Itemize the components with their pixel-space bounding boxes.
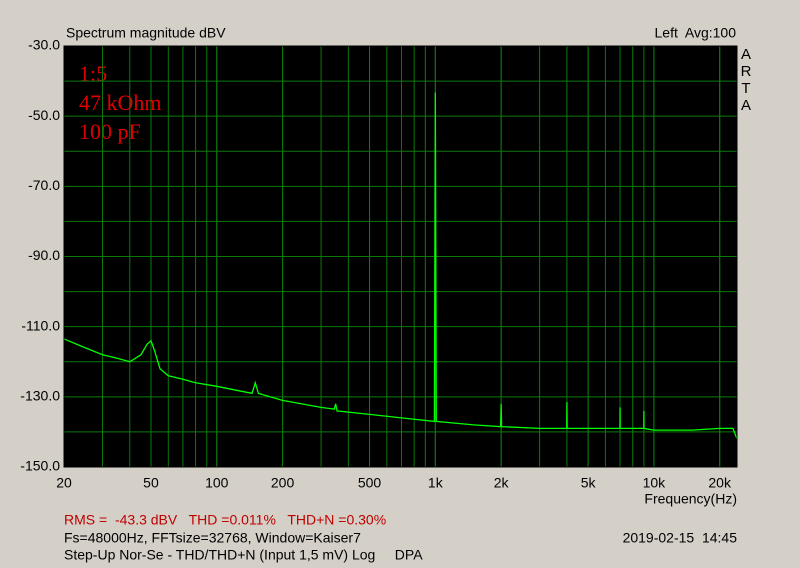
x-tick-label: 1k — [428, 475, 444, 491]
annotation: 100 pF — [79, 119, 141, 144]
spectrum-line — [63, 92, 738, 440]
x-tick-label: 5k — [581, 475, 597, 491]
x-axis-label: Frequency(Hz) — [644, 491, 737, 507]
x-tick-label: 20 — [56, 475, 72, 491]
brand: ARTA — [740, 46, 752, 114]
x-tick-label: 200 — [271, 475, 295, 491]
y-tick-label: -110.0 — [21, 317, 60, 333]
description: Step-Up Nor-Se - THD/THD+N (Input 1,5 mV… — [64, 547, 423, 563]
x-tick-label: 2k — [494, 475, 510, 491]
channel-info: Left Avg:100 — [655, 25, 737, 41]
x-tick-label: 20k — [708, 475, 732, 491]
y-tick-label: -70.0 — [28, 177, 60, 193]
annotation: 47 kOhm — [79, 90, 162, 115]
chart-title: Spectrum magnitude dBV — [66, 25, 226, 41]
timestamp: 2019-02-15 14:45 — [623, 530, 738, 546]
x-tick-label: 10k — [643, 475, 667, 491]
y-tick-label: -130.0 — [20, 388, 60, 404]
plot-border — [63, 45, 738, 468]
settings: Fs=48000Hz, FFTsize=32768, Window=Kaiser… — [64, 530, 361, 546]
y-tick-label: -30.0 — [28, 37, 60, 53]
x-tick-label: 50 — [143, 475, 159, 491]
y-tick-label: -150.0 — [20, 458, 60, 474]
x-tick-label: 100 — [205, 475, 229, 491]
measurements: RMS = -43.3 dBV THD =0.011% THD+N =0.30% — [64, 512, 386, 528]
x-tick-label: 500 — [358, 475, 382, 491]
y-tick-label: -50.0 — [28, 107, 60, 123]
y-tick-label: -90.0 — [28, 247, 60, 263]
